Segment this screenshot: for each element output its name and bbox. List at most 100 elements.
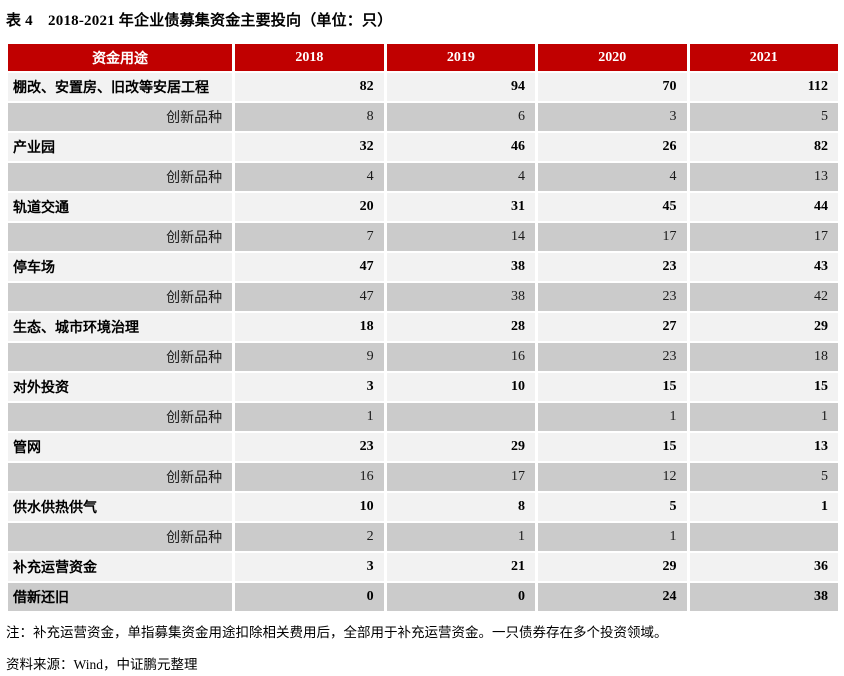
value-cell: 13 <box>689 433 838 461</box>
category-cell: 创新品种 <box>8 163 233 191</box>
value-cell: 43 <box>689 253 838 281</box>
value-cell: 4 <box>386 163 536 191</box>
category-cell: 轨道交通 <box>8 193 233 221</box>
category-cell: 供水供热供气 <box>8 493 233 521</box>
value-cell: 4 <box>538 163 687 191</box>
value-cell: 3 <box>538 103 687 131</box>
value-cell: 8 <box>235 103 384 131</box>
category-cell: 生态、城市环境治理 <box>8 313 233 341</box>
value-cell: 1 <box>538 403 687 431</box>
value-cell: 6 <box>386 103 536 131</box>
table-row: 补充运营资金 3 21 29 36 <box>8 553 838 581</box>
table-row: 对外投资 3 10 15 15 <box>8 373 838 401</box>
table-row: 创新品种 2 1 1 <box>8 523 838 551</box>
value-cell: 20 <box>235 193 384 221</box>
column-header-2021: 2021 <box>689 44 838 71</box>
table-row: 轨道交通 20 31 45 44 <box>8 193 838 221</box>
value-cell: 18 <box>689 343 838 371</box>
table-row: 停车场 47 38 23 43 <box>8 253 838 281</box>
table-row: 创新品种 47 38 23 42 <box>8 283 838 311</box>
value-cell: 1 <box>538 523 687 551</box>
value-cell: 45 <box>538 193 687 221</box>
value-cell: 23 <box>538 283 687 311</box>
value-cell: 23 <box>538 343 687 371</box>
value-cell: 10 <box>386 373 536 401</box>
value-cell: 12 <box>538 463 687 491</box>
value-cell: 8 <box>386 493 536 521</box>
value-cell: 3 <box>235 373 384 401</box>
category-cell: 创新品种 <box>8 463 233 491</box>
value-cell: 27 <box>538 313 687 341</box>
category-cell: 停车场 <box>8 253 233 281</box>
table-row: 创新品种 16 17 12 5 <box>8 463 838 491</box>
value-cell: 47 <box>235 253 384 281</box>
category-cell: 创新品种 <box>8 103 233 131</box>
value-cell: 17 <box>386 463 536 491</box>
value-cell: 32 <box>235 133 384 161</box>
table-header: 资金用途 2018 2019 2020 2021 <box>8 44 838 71</box>
value-cell: 15 <box>538 373 687 401</box>
value-cell: 29 <box>386 433 536 461</box>
value-cell: 38 <box>386 283 536 311</box>
table-row: 供水供热供气 10 8 5 1 <box>8 493 838 521</box>
value-cell: 36 <box>689 553 838 581</box>
value-cell: 70 <box>538 73 687 101</box>
value-cell: 17 <box>538 223 687 251</box>
value-cell: 38 <box>689 583 838 611</box>
category-cell: 借新还旧 <box>8 583 233 611</box>
value-cell: 47 <box>235 283 384 311</box>
table-row: 管网 23 29 15 13 <box>8 433 838 461</box>
value-cell: 1 <box>235 403 384 431</box>
value-cell: 42 <box>689 283 838 311</box>
value-cell: 17 <box>689 223 838 251</box>
category-cell: 创新品种 <box>8 523 233 551</box>
table-row: 创新品种 1 1 1 <box>8 403 838 431</box>
value-cell: 1 <box>689 403 838 431</box>
value-cell: 46 <box>386 133 536 161</box>
table-note: 注：补充运营资金，单指募集资金用途扣除相关费用后，全部用于补充运营资金。一只债券… <box>6 625 668 640</box>
value-cell: 44 <box>689 193 838 221</box>
value-cell: 1 <box>386 523 536 551</box>
value-cell: 94 <box>386 73 536 101</box>
table-body: 棚改、安置房、旧改等安居工程 82 94 70 112 创新品种 8 6 3 5 产业园 32 46 26… <box>8 73 838 611</box>
category-cell: 棚改、安置房、旧改等安居工程 <box>8 73 233 101</box>
category-cell: 创新品种 <box>8 283 233 311</box>
value-cell: 16 <box>235 463 384 491</box>
category-cell: 创新品种 <box>8 403 233 431</box>
table-row: 产业园 32 46 26 82 <box>8 133 838 161</box>
value-cell: 5 <box>689 103 838 131</box>
category-cell: 产业园 <box>8 133 233 161</box>
value-cell: 23 <box>235 433 384 461</box>
table-row: 棚改、安置房、旧改等安居工程 82 94 70 112 <box>8 73 838 101</box>
value-cell: 5 <box>538 493 687 521</box>
value-cell: 13 <box>689 163 838 191</box>
value-cell: 3 <box>235 553 384 581</box>
value-cell: 10 <box>235 493 384 521</box>
value-cell: 112 <box>689 73 838 101</box>
column-header-2019: 2019 <box>386 44 536 71</box>
value-cell <box>689 523 838 551</box>
value-cell: 14 <box>386 223 536 251</box>
table-row: 创新品种 7 14 17 17 <box>8 223 838 251</box>
value-cell: 5 <box>689 463 838 491</box>
table-row: 借新还旧 0 0 24 38 <box>8 583 838 611</box>
value-cell: 21 <box>386 553 536 581</box>
value-cell: 29 <box>538 553 687 581</box>
value-cell: 16 <box>386 343 536 371</box>
header-row: 资金用途 2018 2019 2020 2021 <box>8 44 838 71</box>
value-cell: 23 <box>538 253 687 281</box>
value-cell: 38 <box>386 253 536 281</box>
column-header-2018: 2018 <box>235 44 384 71</box>
value-cell: 31 <box>386 193 536 221</box>
value-cell: 2 <box>235 523 384 551</box>
value-cell: 9 <box>235 343 384 371</box>
value-cell <box>386 403 536 431</box>
value-cell: 15 <box>538 433 687 461</box>
column-header-usage: 资金用途 <box>8 44 233 71</box>
column-header-2020: 2020 <box>538 44 687 71</box>
value-cell: 7 <box>235 223 384 251</box>
table-row: 生态、城市环境治理 18 28 27 29 <box>8 313 838 341</box>
table-row: 创新品种 9 16 23 18 <box>8 343 838 371</box>
value-cell: 82 <box>235 73 384 101</box>
